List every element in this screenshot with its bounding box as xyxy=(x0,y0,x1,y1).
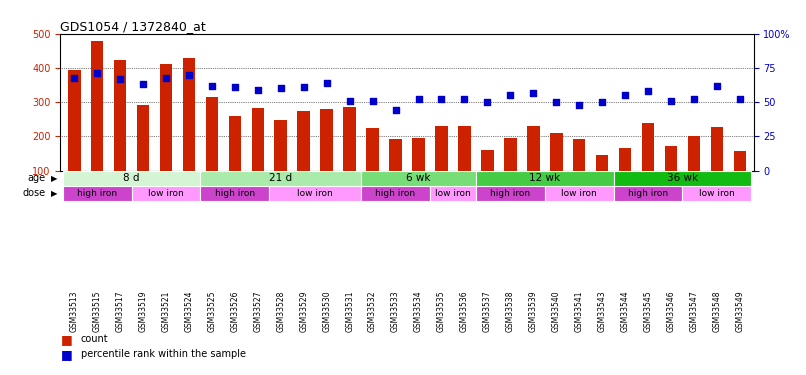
Point xyxy=(481,99,494,105)
Bar xyxy=(435,126,448,171)
Text: high iron: high iron xyxy=(77,189,117,198)
Text: low iron: low iron xyxy=(297,189,333,198)
Text: low iron: low iron xyxy=(148,189,184,198)
Bar xyxy=(366,128,379,171)
Point xyxy=(642,88,654,94)
Bar xyxy=(361,171,476,186)
Point xyxy=(550,99,563,105)
Bar xyxy=(201,171,361,186)
Point xyxy=(274,86,287,92)
Bar xyxy=(183,58,195,171)
Text: percentile rank within the sample: percentile rank within the sample xyxy=(81,350,246,359)
Bar xyxy=(642,123,654,171)
Bar xyxy=(343,107,356,171)
Text: GDS1054 / 1372840_at: GDS1054 / 1372840_at xyxy=(60,20,206,33)
Bar xyxy=(688,136,700,171)
Bar xyxy=(137,105,149,171)
Bar xyxy=(430,186,476,201)
Point xyxy=(206,83,218,89)
Bar xyxy=(481,150,493,171)
Bar xyxy=(613,171,751,186)
Bar xyxy=(114,60,127,171)
Bar xyxy=(596,155,609,171)
Text: high iron: high iron xyxy=(490,189,530,198)
Bar xyxy=(545,186,613,201)
Bar xyxy=(251,108,264,171)
Point xyxy=(527,90,540,96)
Bar xyxy=(733,151,746,171)
Bar xyxy=(63,171,201,186)
Point xyxy=(366,98,379,104)
Point xyxy=(160,75,172,81)
Bar xyxy=(297,111,310,171)
Text: age: age xyxy=(27,173,45,183)
Bar xyxy=(131,186,201,201)
Point xyxy=(114,76,127,82)
Bar xyxy=(550,133,563,171)
Text: high iron: high iron xyxy=(376,189,416,198)
Bar xyxy=(458,126,471,171)
Text: 6 wk: 6 wk xyxy=(406,173,430,183)
Point xyxy=(596,99,609,105)
Text: ▶: ▶ xyxy=(51,189,57,198)
Bar xyxy=(389,139,402,171)
Text: 36 wk: 36 wk xyxy=(667,173,698,183)
Point xyxy=(412,96,425,102)
Point xyxy=(343,98,356,104)
Bar xyxy=(619,148,631,171)
Point xyxy=(228,84,241,90)
Text: dose: dose xyxy=(22,188,45,198)
Text: ▶: ▶ xyxy=(51,174,57,183)
Bar xyxy=(275,120,287,171)
Text: 12 wk: 12 wk xyxy=(530,173,560,183)
Bar xyxy=(201,186,269,201)
Bar xyxy=(68,70,81,171)
Point xyxy=(297,84,310,90)
Bar xyxy=(412,138,425,171)
Text: low iron: low iron xyxy=(699,189,735,198)
Point xyxy=(458,96,471,102)
Point xyxy=(251,87,264,93)
Text: 8 d: 8 d xyxy=(123,173,140,183)
Point xyxy=(710,83,723,89)
Point xyxy=(664,98,677,104)
Text: low iron: low iron xyxy=(435,189,471,198)
Bar xyxy=(504,138,517,171)
Point xyxy=(91,70,104,76)
Text: high iron: high iron xyxy=(215,189,255,198)
Bar xyxy=(91,41,103,171)
Point xyxy=(573,102,586,108)
Point xyxy=(733,96,746,102)
Point xyxy=(137,81,150,87)
Text: ■: ■ xyxy=(60,348,73,361)
Point xyxy=(688,96,700,102)
Point xyxy=(182,72,195,78)
Text: high iron: high iron xyxy=(628,189,668,198)
Bar xyxy=(63,186,131,201)
Bar xyxy=(711,127,723,171)
Bar xyxy=(206,97,218,171)
Bar xyxy=(665,146,677,171)
Bar xyxy=(613,186,683,201)
Point xyxy=(435,96,448,102)
Text: ■: ■ xyxy=(60,333,73,346)
Bar xyxy=(476,186,545,201)
Bar xyxy=(683,186,751,201)
Bar xyxy=(476,171,613,186)
Text: 21 d: 21 d xyxy=(269,173,293,183)
Point xyxy=(320,80,333,86)
Bar xyxy=(573,139,585,171)
Bar xyxy=(320,109,333,171)
Bar xyxy=(361,186,430,201)
Point xyxy=(389,107,402,113)
Text: low iron: low iron xyxy=(561,189,597,198)
Bar xyxy=(527,126,539,171)
Bar xyxy=(160,64,172,171)
Bar xyxy=(269,186,361,201)
Point xyxy=(68,75,81,81)
Point xyxy=(504,92,517,98)
Bar xyxy=(229,116,241,171)
Text: count: count xyxy=(81,334,108,344)
Point xyxy=(619,92,632,98)
